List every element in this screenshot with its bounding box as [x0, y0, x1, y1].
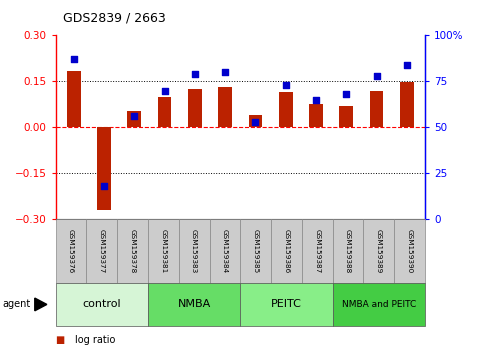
Bar [218, 87, 232, 127]
Text: GSM159386: GSM159386 [284, 229, 289, 273]
Text: GSM159390: GSM159390 [407, 229, 412, 273]
Text: GSM159378: GSM159378 [129, 229, 136, 273]
Bar [394, 219, 425, 283]
Point [130, 114, 138, 119]
Text: control: control [83, 299, 121, 309]
Text: NMBA: NMBA [177, 299, 211, 309]
Point [373, 73, 381, 79]
Point [342, 91, 350, 97]
Bar [333, 283, 425, 326]
Point [252, 119, 259, 125]
Text: log ratio: log ratio [75, 335, 115, 345]
Point [403, 62, 411, 68]
Bar [56, 219, 86, 283]
Point [282, 82, 290, 88]
Bar [128, 110, 141, 127]
Point [70, 57, 78, 62]
Bar [241, 219, 271, 283]
Bar [86, 219, 117, 283]
Bar [67, 71, 81, 127]
Bar [210, 219, 241, 283]
Bar [271, 219, 302, 283]
Text: GSM159389: GSM159389 [376, 229, 382, 273]
Point [161, 88, 169, 93]
Bar [370, 91, 384, 127]
Text: GSM159377: GSM159377 [99, 229, 105, 273]
Bar [148, 283, 241, 326]
Text: ■: ■ [56, 335, 65, 345]
Bar [148, 219, 179, 283]
Text: PEITC: PEITC [271, 299, 302, 309]
Bar [340, 106, 353, 127]
Text: GDS2839 / 2663: GDS2839 / 2663 [63, 12, 166, 25]
Bar [333, 219, 364, 283]
Bar [279, 92, 293, 127]
Text: GSM159376: GSM159376 [68, 229, 74, 273]
Text: GSM159381: GSM159381 [160, 229, 166, 273]
Point [100, 183, 108, 189]
Text: GSM159388: GSM159388 [345, 229, 351, 273]
Bar [158, 97, 171, 127]
Bar [179, 219, 210, 283]
Bar [241, 283, 333, 326]
Bar [188, 89, 202, 127]
Bar [400, 82, 413, 127]
Point [312, 97, 320, 103]
Text: GSM159384: GSM159384 [222, 229, 228, 273]
Bar [249, 115, 262, 127]
Bar [117, 219, 148, 283]
Bar [97, 127, 111, 210]
Point [191, 71, 199, 77]
Text: NMBA and PEITC: NMBA and PEITC [342, 300, 416, 309]
Text: GSM159383: GSM159383 [191, 229, 197, 273]
Bar [56, 283, 148, 326]
Text: agent: agent [2, 299, 30, 309]
Bar [309, 104, 323, 127]
Text: GSM159387: GSM159387 [314, 229, 320, 273]
Bar [302, 219, 333, 283]
Point [221, 69, 229, 75]
Text: GSM159385: GSM159385 [253, 229, 259, 273]
Bar [364, 219, 394, 283]
Polygon shape [35, 298, 47, 311]
